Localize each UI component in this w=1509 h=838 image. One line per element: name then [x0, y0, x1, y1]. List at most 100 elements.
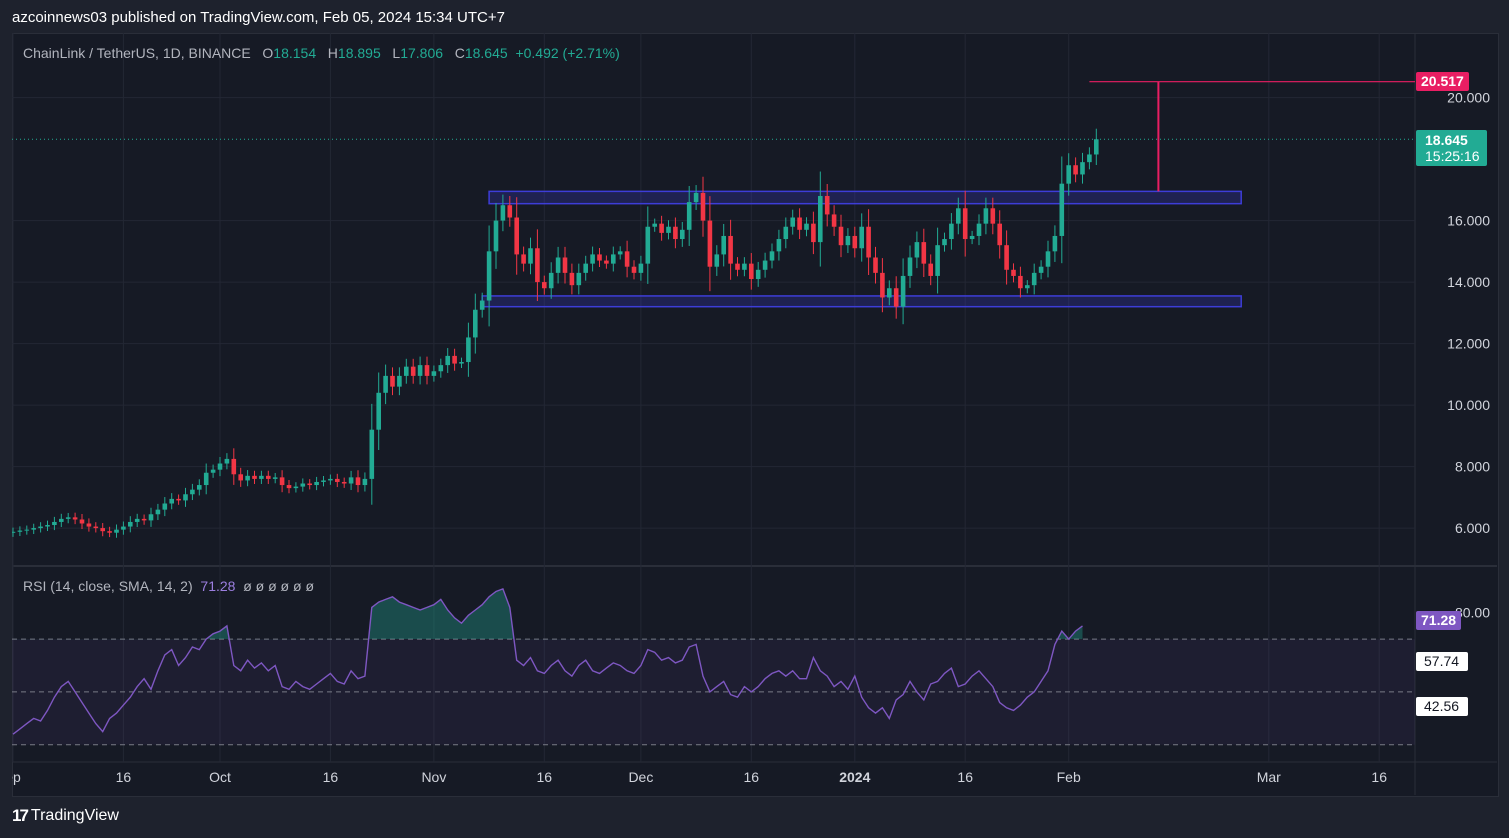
price-tick-label: 16.000	[1447, 213, 1490, 229]
candle	[38, 522, 43, 533]
candle-body	[59, 518, 64, 522]
candle-body	[521, 254, 526, 264]
candle-body	[1094, 139, 1099, 155]
candle-body	[569, 272, 575, 286]
candle	[638, 255, 644, 281]
rsi-legend-value: 71.28	[200, 578, 236, 594]
tradingview-logo[interactable]: 17 TradingView	[12, 806, 119, 826]
candle	[1045, 240, 1051, 278]
time-tick-label: 16	[537, 769, 553, 785]
chart-canvas[interactable]: 6.000 8.000 10.000 12.000 14.000 16.000 20.000…	[12, 33, 1497, 795]
candle-body	[1011, 269, 1016, 276]
candle	[956, 197, 961, 235]
candle-body	[300, 483, 306, 487]
candle-body	[542, 282, 547, 289]
price-tick-label: 20.000	[1447, 90, 1490, 106]
candle-body	[500, 205, 506, 221]
candle	[17, 526, 23, 537]
candle	[141, 514, 147, 525]
publisher-caption: azcoinnews03 published on TradingView.co…	[12, 9, 505, 26]
candle	[286, 479, 292, 494]
candle	[893, 276, 899, 319]
candle-body	[397, 375, 402, 387]
candle-body	[728, 235, 733, 264]
candle	[45, 520, 50, 531]
candle-body	[1059, 183, 1065, 236]
candle	[831, 205, 837, 236]
candle	[645, 206, 651, 284]
candle-body	[307, 483, 312, 486]
candle-body	[1018, 275, 1023, 289]
candle	[631, 260, 637, 280]
candle	[542, 275, 547, 295]
candle	[348, 470, 354, 490]
candle	[997, 210, 1002, 259]
candle	[969, 230, 975, 245]
candle	[624, 240, 630, 278]
resistance-box	[488, 190, 1242, 205]
candle-body	[121, 526, 126, 530]
candle-body	[755, 269, 761, 280]
candle-body	[659, 223, 664, 233]
candle-body	[466, 337, 471, 363]
candle	[1038, 260, 1044, 280]
time-tick-label: 16	[323, 769, 339, 785]
candle	[404, 358, 409, 384]
candle-body	[38, 526, 43, 529]
rsi-band-fill	[12, 639, 1415, 745]
candle-body	[1004, 245, 1009, 270]
candle	[203, 463, 209, 495]
candle-body	[535, 248, 540, 283]
candle-body	[107, 531, 112, 533]
candle-body	[507, 205, 513, 218]
candle	[900, 258, 906, 325]
candle	[555, 246, 561, 284]
candle	[811, 211, 816, 255]
candle-body	[921, 242, 927, 264]
time-tick-label: Mar	[1257, 769, 1281, 785]
candle	[562, 246, 568, 284]
candle	[769, 243, 775, 269]
candle	[1059, 156, 1065, 264]
candle	[783, 217, 789, 249]
low-label: L	[392, 45, 401, 61]
candle-body	[962, 208, 968, 240]
candle	[473, 293, 478, 354]
candle	[162, 497, 168, 517]
candle-body	[45, 525, 50, 527]
candle-body	[390, 375, 395, 387]
candle-body	[866, 226, 871, 258]
candle	[293, 482, 299, 493]
symbol-legend[interactable]: ChainLink / TetherUS, 1D, BINANCE O18.15…	[23, 45, 620, 61]
candle-body	[128, 521, 133, 527]
candle-body	[293, 486, 299, 489]
candle-body	[1087, 154, 1092, 163]
candle-body	[1045, 251, 1051, 267]
candle-body	[355, 477, 361, 486]
candle	[714, 245, 720, 276]
rsi-placeholder-values: ø ø ø ø ø ø	[243, 578, 314, 594]
candle	[486, 225, 492, 327]
rsi-legend[interactable]: RSI (14, close, SMA, 14, 2) 71.28 ø ø ø …	[23, 578, 314, 594]
candle	[79, 513, 85, 529]
chart-panel	[12, 33, 1499, 797]
candle-body	[286, 485, 292, 489]
candle-body	[528, 248, 533, 264]
candle	[962, 190, 968, 257]
symbol-name[interactable]: ChainLink / TetherUS, 1D, BINANCE	[23, 45, 251, 61]
candle	[369, 403, 375, 505]
rsi-label[interactable]: RSI (14, close, SMA, 14, 2)	[23, 578, 193, 594]
candle	[397, 367, 402, 396]
candle-body	[190, 489, 195, 495]
time-tick-label: 2024	[839, 769, 870, 785]
candle-body	[431, 371, 437, 376]
candle	[341, 477, 347, 488]
candle	[307, 479, 312, 490]
candle-body	[700, 192, 706, 221]
candle-body	[680, 229, 685, 240]
candle-body	[990, 208, 996, 224]
candle-body	[314, 481, 319, 486]
candle-body	[983, 208, 989, 224]
candle-body	[12, 531, 16, 533]
time-tick-label: Nov	[421, 769, 446, 785]
